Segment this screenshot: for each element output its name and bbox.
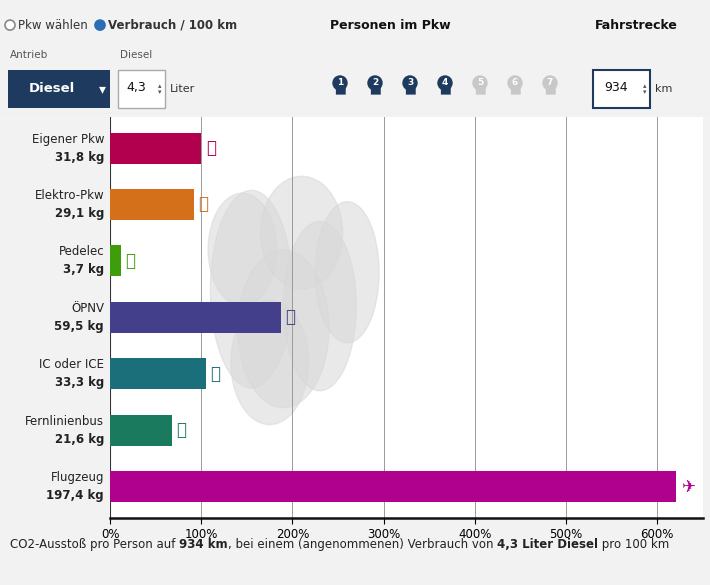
Text: Personen im Pkw: Personen im Pkw <box>330 19 451 32</box>
Text: 6: 6 <box>512 78 518 88</box>
Text: 4,3 Liter Diesel: 4,3 Liter Diesel <box>497 538 598 551</box>
Bar <box>110 471 676 502</box>
Ellipse shape <box>210 190 293 388</box>
Text: 29,1 kg: 29,1 kg <box>55 207 104 220</box>
Text: CO2-Ausstoß pro Person auf: CO2-Ausstoß pro Person auf <box>10 538 179 551</box>
Text: 934: 934 <box>605 81 628 95</box>
Circle shape <box>95 20 105 30</box>
Text: 🚉: 🚉 <box>210 365 220 383</box>
Text: 🚲: 🚲 <box>125 252 135 270</box>
Text: ▀: ▀ <box>440 88 450 101</box>
Text: ÖPNV: ÖPNV <box>71 302 104 315</box>
Text: ▴: ▴ <box>158 83 162 89</box>
Circle shape <box>438 76 452 90</box>
FancyBboxPatch shape <box>593 70 650 108</box>
Text: Flugzeug: Flugzeug <box>50 471 104 484</box>
Circle shape <box>403 76 417 90</box>
Text: Liter: Liter <box>170 84 195 94</box>
Text: Diesel: Diesel <box>120 50 152 60</box>
FancyBboxPatch shape <box>8 70 110 108</box>
Bar <box>110 189 194 220</box>
Text: 🚗: 🚗 <box>198 195 208 214</box>
Text: Elektro-Pkw: Elektro-Pkw <box>35 189 104 202</box>
Circle shape <box>368 76 382 90</box>
Text: 934 km: 934 km <box>179 538 228 551</box>
Text: Pkw wählen: Pkw wählen <box>18 19 88 32</box>
Text: ▾: ▾ <box>643 89 647 95</box>
Text: ▴: ▴ <box>643 83 647 89</box>
Circle shape <box>5 20 15 30</box>
Text: ▾: ▾ <box>99 82 106 96</box>
Ellipse shape <box>283 221 356 391</box>
Text: 3: 3 <box>407 78 413 88</box>
Text: 2: 2 <box>372 78 378 88</box>
Text: Pedelec: Pedelec <box>58 245 104 259</box>
Text: ✈: ✈ <box>681 478 694 495</box>
Text: 🚌: 🚌 <box>177 421 187 439</box>
Bar <box>110 302 280 333</box>
Ellipse shape <box>208 193 276 306</box>
Bar <box>110 358 205 390</box>
Text: 7: 7 <box>547 78 553 88</box>
Text: ▀: ▀ <box>405 88 415 101</box>
Bar <box>110 415 172 446</box>
Ellipse shape <box>231 301 308 425</box>
Text: 1: 1 <box>337 78 343 88</box>
Text: Fernlinienbus: Fernlinienbus <box>25 415 104 428</box>
Text: ▀: ▀ <box>370 88 380 101</box>
Ellipse shape <box>315 202 379 343</box>
Text: , bei einem (angenommenen) Verbrauch von: , bei einem (angenommenen) Verbrauch von <box>228 538 497 551</box>
Bar <box>110 245 121 277</box>
Text: 4: 4 <box>442 78 448 88</box>
Ellipse shape <box>261 176 343 289</box>
Text: ▀: ▀ <box>335 88 345 101</box>
Text: 197,4 kg: 197,4 kg <box>46 489 104 502</box>
Text: 21,6 kg: 21,6 kg <box>55 433 104 446</box>
Circle shape <box>333 76 347 90</box>
Circle shape <box>508 76 522 90</box>
Text: 31,8 kg: 31,8 kg <box>55 150 104 164</box>
Ellipse shape <box>238 250 329 408</box>
FancyBboxPatch shape <box>118 70 165 108</box>
Text: 5: 5 <box>477 78 483 88</box>
Text: ▀: ▀ <box>545 88 555 101</box>
Text: pro 100 km: pro 100 km <box>598 538 670 551</box>
Text: 🚗: 🚗 <box>206 139 216 157</box>
Text: Verbrauch / 100 km: Verbrauch / 100 km <box>108 19 237 32</box>
Text: IC oder ICE: IC oder ICE <box>39 358 104 371</box>
Text: 🚃: 🚃 <box>285 308 295 326</box>
Text: 59,5 kg: 59,5 kg <box>55 320 104 333</box>
Circle shape <box>543 76 557 90</box>
Text: Diesel: Diesel <box>29 82 75 95</box>
Text: Fahrstrecke: Fahrstrecke <box>595 19 678 32</box>
Text: ▀: ▀ <box>510 88 520 101</box>
Text: 3,7 kg: 3,7 kg <box>63 263 104 277</box>
Text: 33,3 kg: 33,3 kg <box>55 376 104 390</box>
Text: km: km <box>655 84 672 94</box>
Circle shape <box>473 76 487 90</box>
Text: ▾: ▾ <box>158 89 162 95</box>
Text: Eigener Pkw: Eigener Pkw <box>32 133 104 146</box>
Text: 4,3: 4,3 <box>126 81 146 95</box>
Text: Antrieb: Antrieb <box>10 50 48 60</box>
Text: ▀: ▀ <box>475 88 485 101</box>
Bar <box>110 133 201 164</box>
